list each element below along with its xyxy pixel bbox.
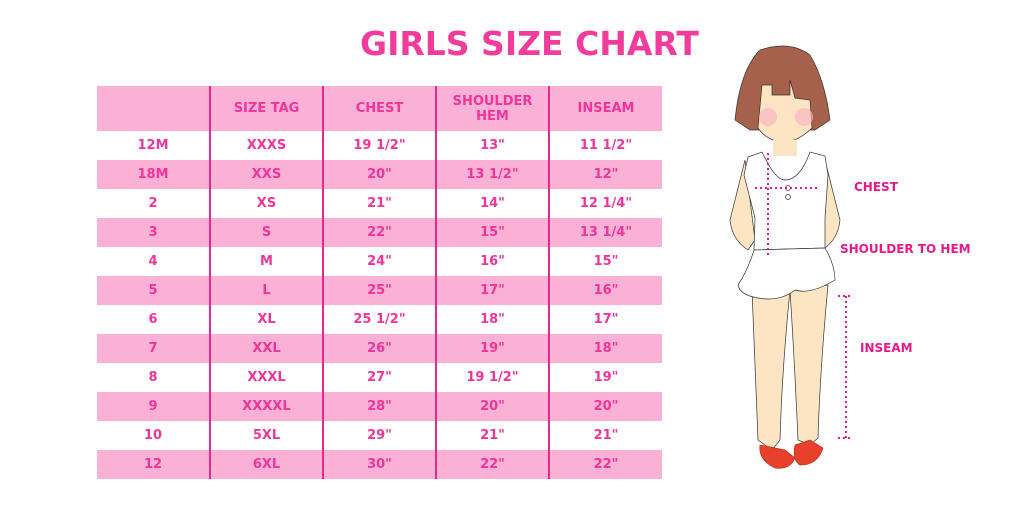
table-cell: 21": [548, 421, 662, 450]
table-cell: 22": [548, 450, 662, 479]
table-cell: 11 1/2": [548, 131, 662, 160]
table-cell: 13 1/4": [548, 218, 662, 247]
table-cell: 8: [148, 370, 158, 385]
table-row: 9 XXXXL 28" 20" 20": [97, 392, 662, 421]
table-cell: XXS: [209, 160, 323, 189]
table-row: 12 6XL 30" 22" 22": [97, 450, 662, 479]
table-row: 5 L 25" 17" 16": [97, 276, 662, 305]
table-cell: 30": [322, 450, 436, 479]
column-header: INSEAM: [548, 86, 662, 131]
size-chart-table: SIZE TAG CHEST SHOULDER HEM INSEAM 12M XXXS 1…: [97, 86, 662, 479]
shoes: [759, 439, 824, 469]
table-cell: 25": [322, 276, 436, 305]
table-cell: 14": [435, 189, 549, 218]
table-cell: 22": [322, 218, 436, 247]
table-cell: 16": [435, 247, 549, 276]
table-row: 8 XXXL 27" 19 1/2" 19": [97, 363, 662, 392]
table-cell: 12": [548, 160, 662, 189]
table-cell: 24": [322, 247, 436, 276]
table-cell: 3: [97, 218, 210, 247]
column-header: SHOULDER HEM: [435, 86, 549, 131]
table-cell: 17": [548, 305, 662, 334]
bloomers: [737, 247, 836, 300]
table-cell: 2: [148, 196, 158, 211]
table-cell: 21": [435, 421, 549, 450]
table-cell: 4: [148, 254, 158, 269]
table-cell: 19": [435, 334, 549, 363]
table-cell: 6XL: [209, 450, 323, 479]
table-cell: M: [209, 247, 323, 276]
table-cell: XXXS: [209, 131, 323, 160]
chest-label: CHEST: [854, 180, 898, 194]
table-cell: XS: [209, 189, 323, 218]
table-cell: 27": [322, 363, 436, 392]
table-cell: 28": [322, 392, 436, 421]
table-cell: L: [209, 276, 323, 305]
table-row: 6 XL 25 1/2" 18" 17": [97, 305, 662, 334]
table-row: 12M XXXS 19 1/2" 13" 11 1/2": [97, 131, 662, 160]
table-cell: 7: [97, 334, 210, 363]
table-cell: 22": [435, 450, 549, 479]
table-cell: 18": [435, 305, 549, 334]
table-cell: XXXL: [209, 363, 323, 392]
table-row: 2 XS 21" 14" 12 1/4": [97, 189, 662, 218]
table-cell: XXXXL: [209, 392, 323, 421]
table-cell: 20": [435, 392, 549, 421]
table-cell: 10: [143, 428, 163, 443]
table-cell: 25 1/2": [322, 305, 436, 334]
table-cell: 5: [97, 276, 210, 305]
table-cell: 12 1/4": [548, 189, 662, 218]
table-cell: 15": [435, 218, 549, 247]
table-cell: 19 1/2": [435, 363, 549, 392]
table-cell: 21": [322, 189, 436, 218]
table-cell: XXL: [209, 334, 323, 363]
table-header-row: SIZE TAG CHEST SHOULDER HEM INSEAM: [97, 86, 662, 131]
table-cell: S: [209, 218, 323, 247]
table-cell: 19 1/2": [322, 131, 436, 160]
girl-measurement-illustration: [729, 45, 852, 469]
shirt: [743, 151, 829, 251]
table-row: 4 M 24" 16" 15": [97, 247, 662, 276]
table-cell: 15": [548, 247, 662, 276]
table-cell: 26": [322, 334, 436, 363]
page-title: GIRLS SIZE CHART: [360, 24, 699, 63]
table-cell: 18": [548, 334, 662, 363]
table-cell: 20": [548, 392, 662, 421]
inseam-label: INSEAM: [860, 341, 913, 355]
table-cell: 5XL: [209, 421, 323, 450]
table-row: 18M XXS 20" 13 1/2" 12": [97, 160, 662, 189]
legs: [751, 284, 829, 451]
table-cell: 13": [435, 131, 549, 160]
table-cell: XL: [209, 305, 323, 334]
table-cell: 16": [548, 276, 662, 305]
table-cell: 12: [97, 450, 210, 479]
column-header: CHEST: [322, 86, 436, 131]
column-header: SIZE TAG: [209, 86, 323, 131]
table-cell: 19": [548, 363, 662, 392]
shoulder-to-hem-label: SHOULDER TO HEM: [840, 242, 971, 256]
table-cell: 6: [148, 312, 158, 327]
table-cell: 29": [322, 421, 436, 450]
table-row: 7 XXL 26" 19" 18": [97, 334, 662, 363]
table-row: 3 S 22" 15" 13 1/4": [97, 218, 662, 247]
table-cell: 13 1/2": [435, 160, 549, 189]
table-cell: 20": [322, 160, 436, 189]
table-cell: 9: [97, 392, 210, 421]
column-header: [97, 86, 210, 131]
table-row: 10 5XL 29" 21" 21": [97, 421, 662, 450]
table-cell: 12M: [137, 138, 169, 153]
table-cell: 17": [435, 276, 549, 305]
table-cell: 18M: [97, 160, 210, 189]
